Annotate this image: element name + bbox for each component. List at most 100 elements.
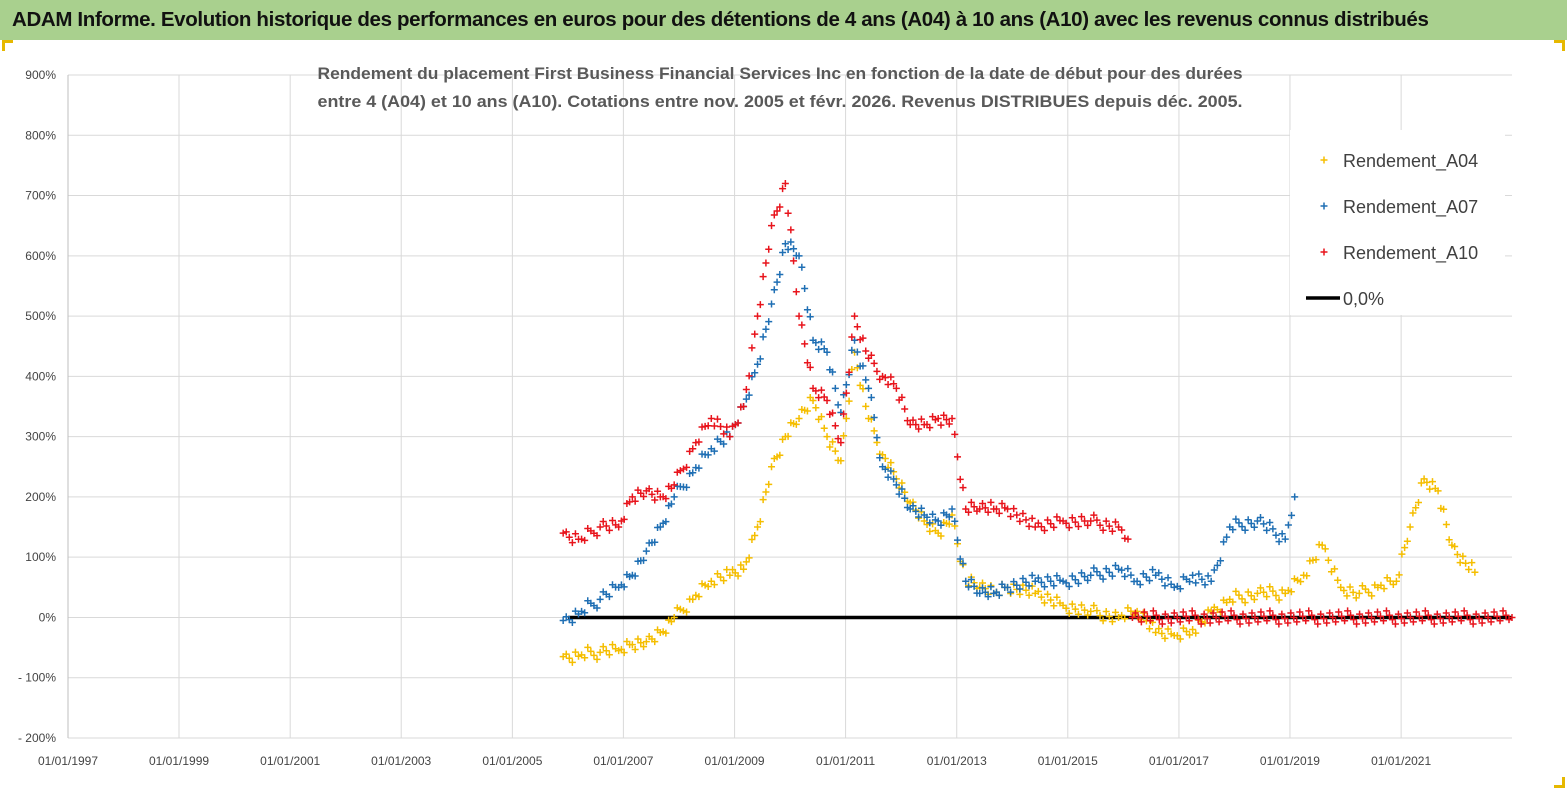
data-point [862, 347, 870, 355]
data-point [713, 570, 721, 578]
data-point [726, 571, 734, 579]
data-point [1397, 615, 1405, 623]
data-point [1299, 612, 1307, 620]
data-point [967, 498, 975, 506]
data-point [1010, 578, 1018, 586]
data-point [1025, 522, 1033, 530]
data-point [1102, 565, 1110, 573]
data-point [745, 554, 753, 562]
data-point [1050, 523, 1058, 531]
data-point [954, 453, 962, 461]
data-point [1031, 523, 1039, 531]
data-point [998, 499, 1006, 507]
data-point [851, 312, 859, 320]
data-point [1102, 517, 1110, 525]
data-point [1016, 517, 1024, 525]
data-point [859, 362, 867, 370]
data-point [795, 252, 803, 260]
data-point [892, 384, 900, 392]
data-point [1318, 541, 1326, 549]
data-point [667, 500, 675, 508]
data-point [915, 513, 923, 521]
data-point [917, 504, 925, 512]
data-point [628, 641, 636, 649]
data-point [956, 475, 964, 483]
data-point [640, 643, 648, 651]
legend-label: 0,0% [1343, 289, 1384, 309]
data-point [801, 284, 809, 292]
data-point [848, 333, 856, 341]
data-point [1164, 615, 1172, 623]
data-point [1281, 615, 1289, 623]
data-point [1087, 607, 1095, 615]
data-point [762, 325, 770, 333]
data-point [862, 402, 870, 410]
data-point [1311, 616, 1319, 624]
data-point [1074, 579, 1082, 587]
data-point [620, 515, 628, 523]
data-point [934, 517, 942, 525]
data-point [1236, 620, 1244, 628]
data-point [901, 494, 909, 502]
data-point [742, 386, 750, 394]
data-point [1296, 608, 1304, 616]
data-point [1251, 613, 1259, 621]
data-point [578, 607, 586, 615]
data-point [965, 508, 973, 516]
data-point [979, 499, 987, 507]
data-point [1434, 487, 1442, 495]
data-point [1053, 572, 1061, 580]
data-point [1200, 610, 1208, 618]
data-point [1074, 610, 1082, 618]
data-point [776, 451, 784, 459]
data-point [1186, 578, 1194, 586]
data-point [1111, 518, 1119, 526]
data-point [1197, 620, 1205, 628]
x-tick-label: 01/01/2003 [371, 754, 431, 768]
data-point [1260, 612, 1268, 620]
report-banner: ADAM Informe. Evolution historique des p… [0, 0, 1567, 40]
data-point [1453, 551, 1461, 559]
data-point [967, 576, 975, 584]
data-point [937, 421, 945, 429]
data-point [837, 439, 845, 447]
data-point [717, 573, 725, 581]
data-point [995, 509, 1003, 517]
data-point [740, 403, 748, 410]
data-point [1037, 593, 1045, 601]
data-point [756, 355, 764, 363]
data-point [1238, 595, 1246, 603]
data-point [1303, 572, 1311, 580]
data-point [1278, 610, 1286, 618]
data-point [1321, 545, 1329, 553]
data-point [840, 410, 848, 418]
data-point [631, 645, 639, 653]
data-point [984, 508, 992, 516]
data-point [895, 490, 903, 498]
data-point [1034, 587, 1042, 595]
data-point [870, 414, 878, 422]
data-point [773, 207, 781, 215]
data-point [1078, 513, 1086, 521]
data-point [848, 346, 856, 354]
legend-label: Rendement_A10 [1343, 243, 1478, 264]
data-point [945, 520, 953, 528]
data-point [1044, 516, 1052, 524]
data-point [1403, 609, 1411, 617]
data-point [1320, 615, 1328, 623]
data-point [937, 532, 945, 540]
data-point [1412, 504, 1420, 512]
data-point [951, 517, 959, 525]
data-point [912, 421, 920, 429]
data-point [887, 467, 895, 475]
data-point [954, 536, 962, 544]
data-point [1427, 616, 1435, 624]
data-point [1087, 571, 1095, 579]
data-point [1152, 629, 1160, 637]
y-tick-label: 900% [25, 68, 56, 82]
data-point [1401, 544, 1409, 552]
data-point [943, 416, 951, 424]
data-point [1266, 583, 1274, 591]
data-point [1235, 591, 1243, 599]
data-point [945, 513, 953, 521]
